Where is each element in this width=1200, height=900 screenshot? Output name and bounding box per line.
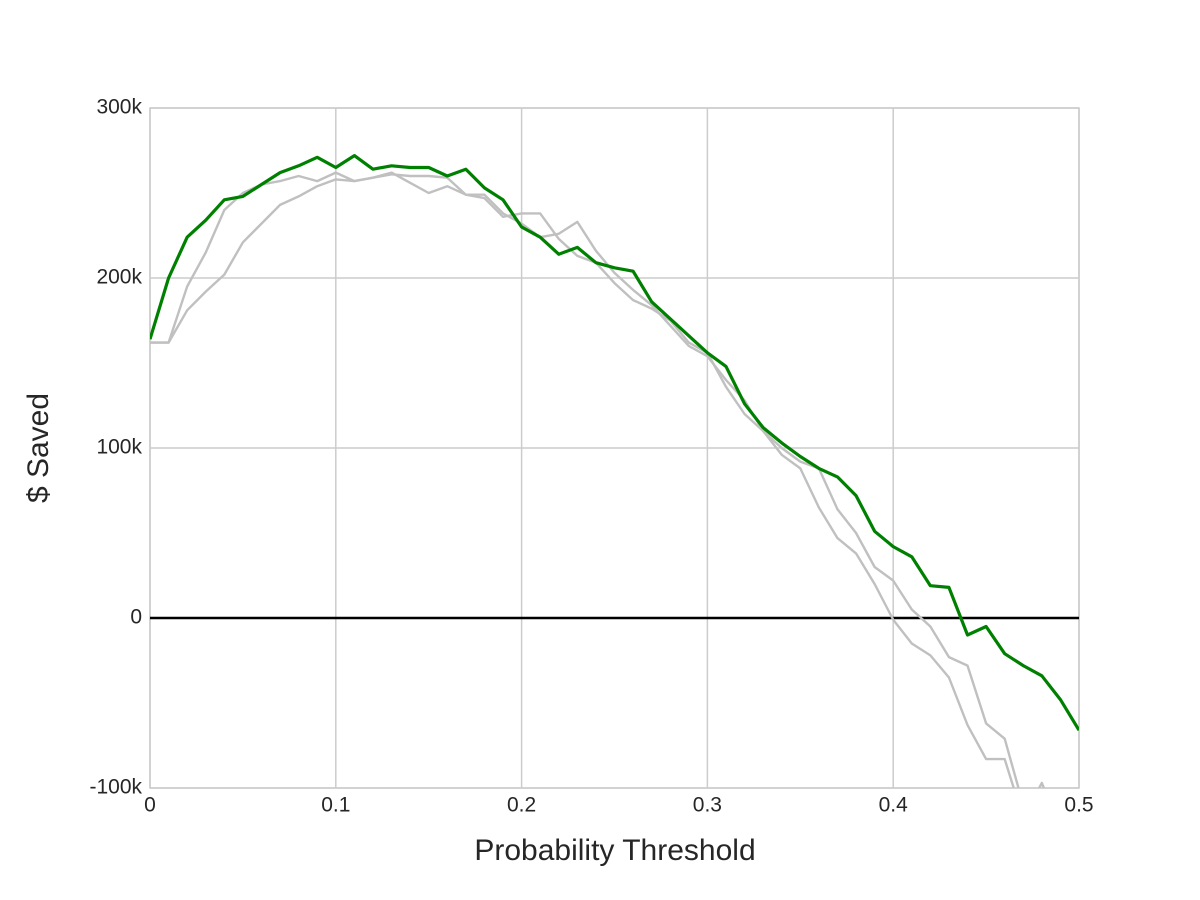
- plot-area: [150, 154, 1079, 788]
- plot-frame: [149, 107, 1080, 789]
- y-tick-label: 300k: [96, 96, 142, 119]
- x-tick-label: 0.2: [507, 794, 536, 817]
- y-tick-label: 0: [130, 606, 142, 629]
- y-tick-label: 100k: [96, 436, 142, 459]
- y-tick-label: 200k: [96, 266, 142, 289]
- x-tick-label: 0.3: [693, 794, 722, 817]
- series-line: [150, 173, 1046, 788]
- y-tick-label: -100k: [89, 776, 142, 799]
- series-line: [150, 171, 1020, 788]
- x-tick-label: 0: [144, 794, 156, 817]
- x-axis-label: Probability Threshold: [474, 834, 755, 867]
- y-axis-label: $ Saved: [22, 393, 55, 503]
- x-tick-label: 0.1: [321, 794, 350, 817]
- x-tick-label: 0.4: [879, 794, 909, 817]
- series-line: [150, 154, 1079, 732]
- x-tick-label: 0.5: [1064, 794, 1093, 817]
